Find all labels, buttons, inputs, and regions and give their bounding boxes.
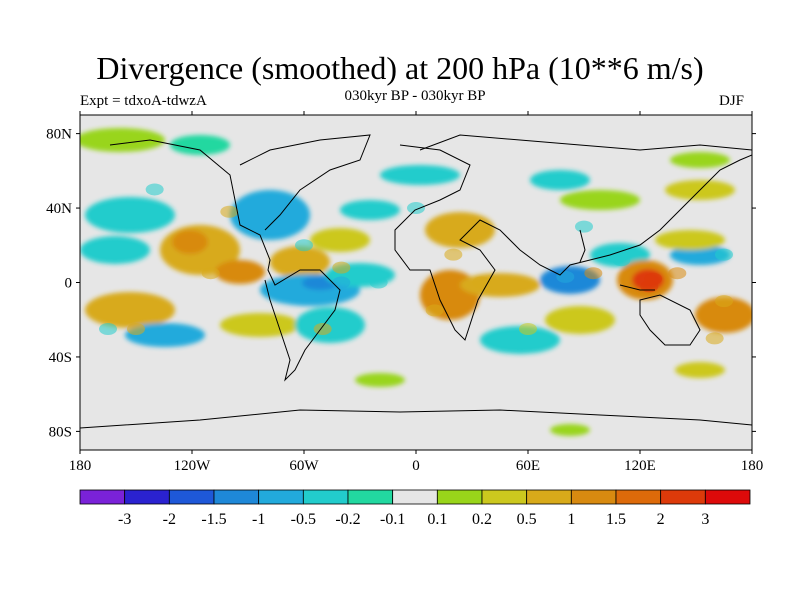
lat-tick-label: 40N — [46, 201, 72, 217]
colorbar-label: -1 — [252, 511, 265, 528]
divergence-feature — [295, 239, 313, 252]
colorbar-label: 2 — [657, 511, 665, 528]
lon-tick-label: 180 — [741, 458, 764, 474]
divergence-feature — [127, 323, 145, 336]
colorbar-label: 0.5 — [517, 511, 537, 528]
colorbar-swatch — [704, 489, 751, 505]
period-label: 030kyr BP - 030kyr BP — [344, 88, 486, 104]
colorbar-swatch — [615, 489, 662, 505]
colorbar-swatch — [392, 489, 438, 505]
colorbar-swatch — [436, 489, 483, 505]
divergence-feature — [425, 304, 444, 317]
divergence-feature — [332, 261, 351, 274]
divergence-feature — [201, 267, 220, 280]
divergence-feature — [99, 323, 117, 336]
divergence-feature — [332, 276, 351, 289]
lon-tick-label: 120E — [624, 458, 656, 474]
lon-tick-label: 60E — [516, 458, 540, 474]
divergence-feature — [575, 220, 593, 233]
colorbar-label: 1.5 — [606, 511, 626, 528]
colorbar-label: 0.2 — [472, 511, 492, 528]
divergence-feature — [640, 280, 659, 293]
divergence-feature — [369, 276, 388, 289]
divergence-feature — [313, 323, 332, 336]
lat-tick-label: 80N — [46, 127, 72, 143]
coastlines — [80, 134, 752, 429]
divergence-feature — [220, 205, 239, 218]
lon-tick-label: 0 — [412, 458, 420, 474]
longitude-axis: 180 120W 60W 0 60E 120E 180 — [69, 111, 764, 474]
lat-tick-label: 0 — [65, 276, 73, 292]
divergence-feature — [519, 323, 537, 336]
colorbar-label: 0.1 — [427, 511, 447, 528]
lat-tick-label: 80S — [49, 424, 72, 440]
divergence-feature — [145, 183, 164, 196]
divergence-feature — [668, 267, 687, 280]
lon-tick-label: 120W — [174, 458, 212, 474]
colorbar-swatch — [347, 489, 394, 505]
colorbar-swatch — [660, 489, 706, 505]
divergence-feature — [556, 270, 575, 283]
divergence-feature — [715, 295, 733, 308]
season-label: DJF — [719, 93, 745, 109]
colorbar-label: -0.5 — [291, 511, 316, 528]
colorbar-label: -2 — [163, 511, 176, 528]
colorbar-label: -0.1 — [380, 511, 405, 528]
divergence-feature — [705, 332, 724, 345]
colorbar-label: -1.5 — [201, 511, 226, 528]
colorbar-label: -3 — [118, 511, 131, 528]
chart-title: Divergence (smoothed) at 200 hPa (10**6 … — [96, 50, 704, 86]
colorbar-swatch — [79, 489, 126, 505]
colorbar-swatch — [481, 489, 528, 505]
divergence-feature — [612, 254, 631, 267]
colorbar-swatch — [168, 489, 215, 505]
lon-tick-label: 180 — [69, 458, 92, 474]
colorbar-swatch — [213, 489, 260, 505]
lon-tick-label: 60W — [289, 458, 319, 474]
experiment-label: Expt = tdxoA-tdwzA — [80, 93, 207, 109]
colorbar-swatch — [526, 489, 572, 505]
latitude-axis: 80N 40N 0 40S 80S — [46, 127, 756, 440]
colorbar-label: 3 — [701, 511, 709, 528]
divergence-feature — [584, 267, 603, 280]
colorbar-swatch — [570, 489, 617, 505]
divergence-field — [80, 128, 752, 436]
colorbar-label: 1 — [567, 511, 575, 528]
colorbar-swatch — [258, 489, 304, 505]
colorbar-swatch — [302, 489, 349, 505]
colorbar-swatch — [124, 489, 170, 505]
divergence-feature — [715, 248, 733, 261]
divergence-feature — [407, 202, 425, 215]
divergence-feature — [444, 248, 463, 261]
colorbar-label: -0.2 — [335, 511, 360, 528]
colorbar: -3 -2 -1.5 -1 -0.5 -0.2 -0.1 0.1 0.2 0.5 1 1.5 2 3 — [79, 489, 751, 528]
lat-tick-label: 40S — [49, 350, 72, 366]
